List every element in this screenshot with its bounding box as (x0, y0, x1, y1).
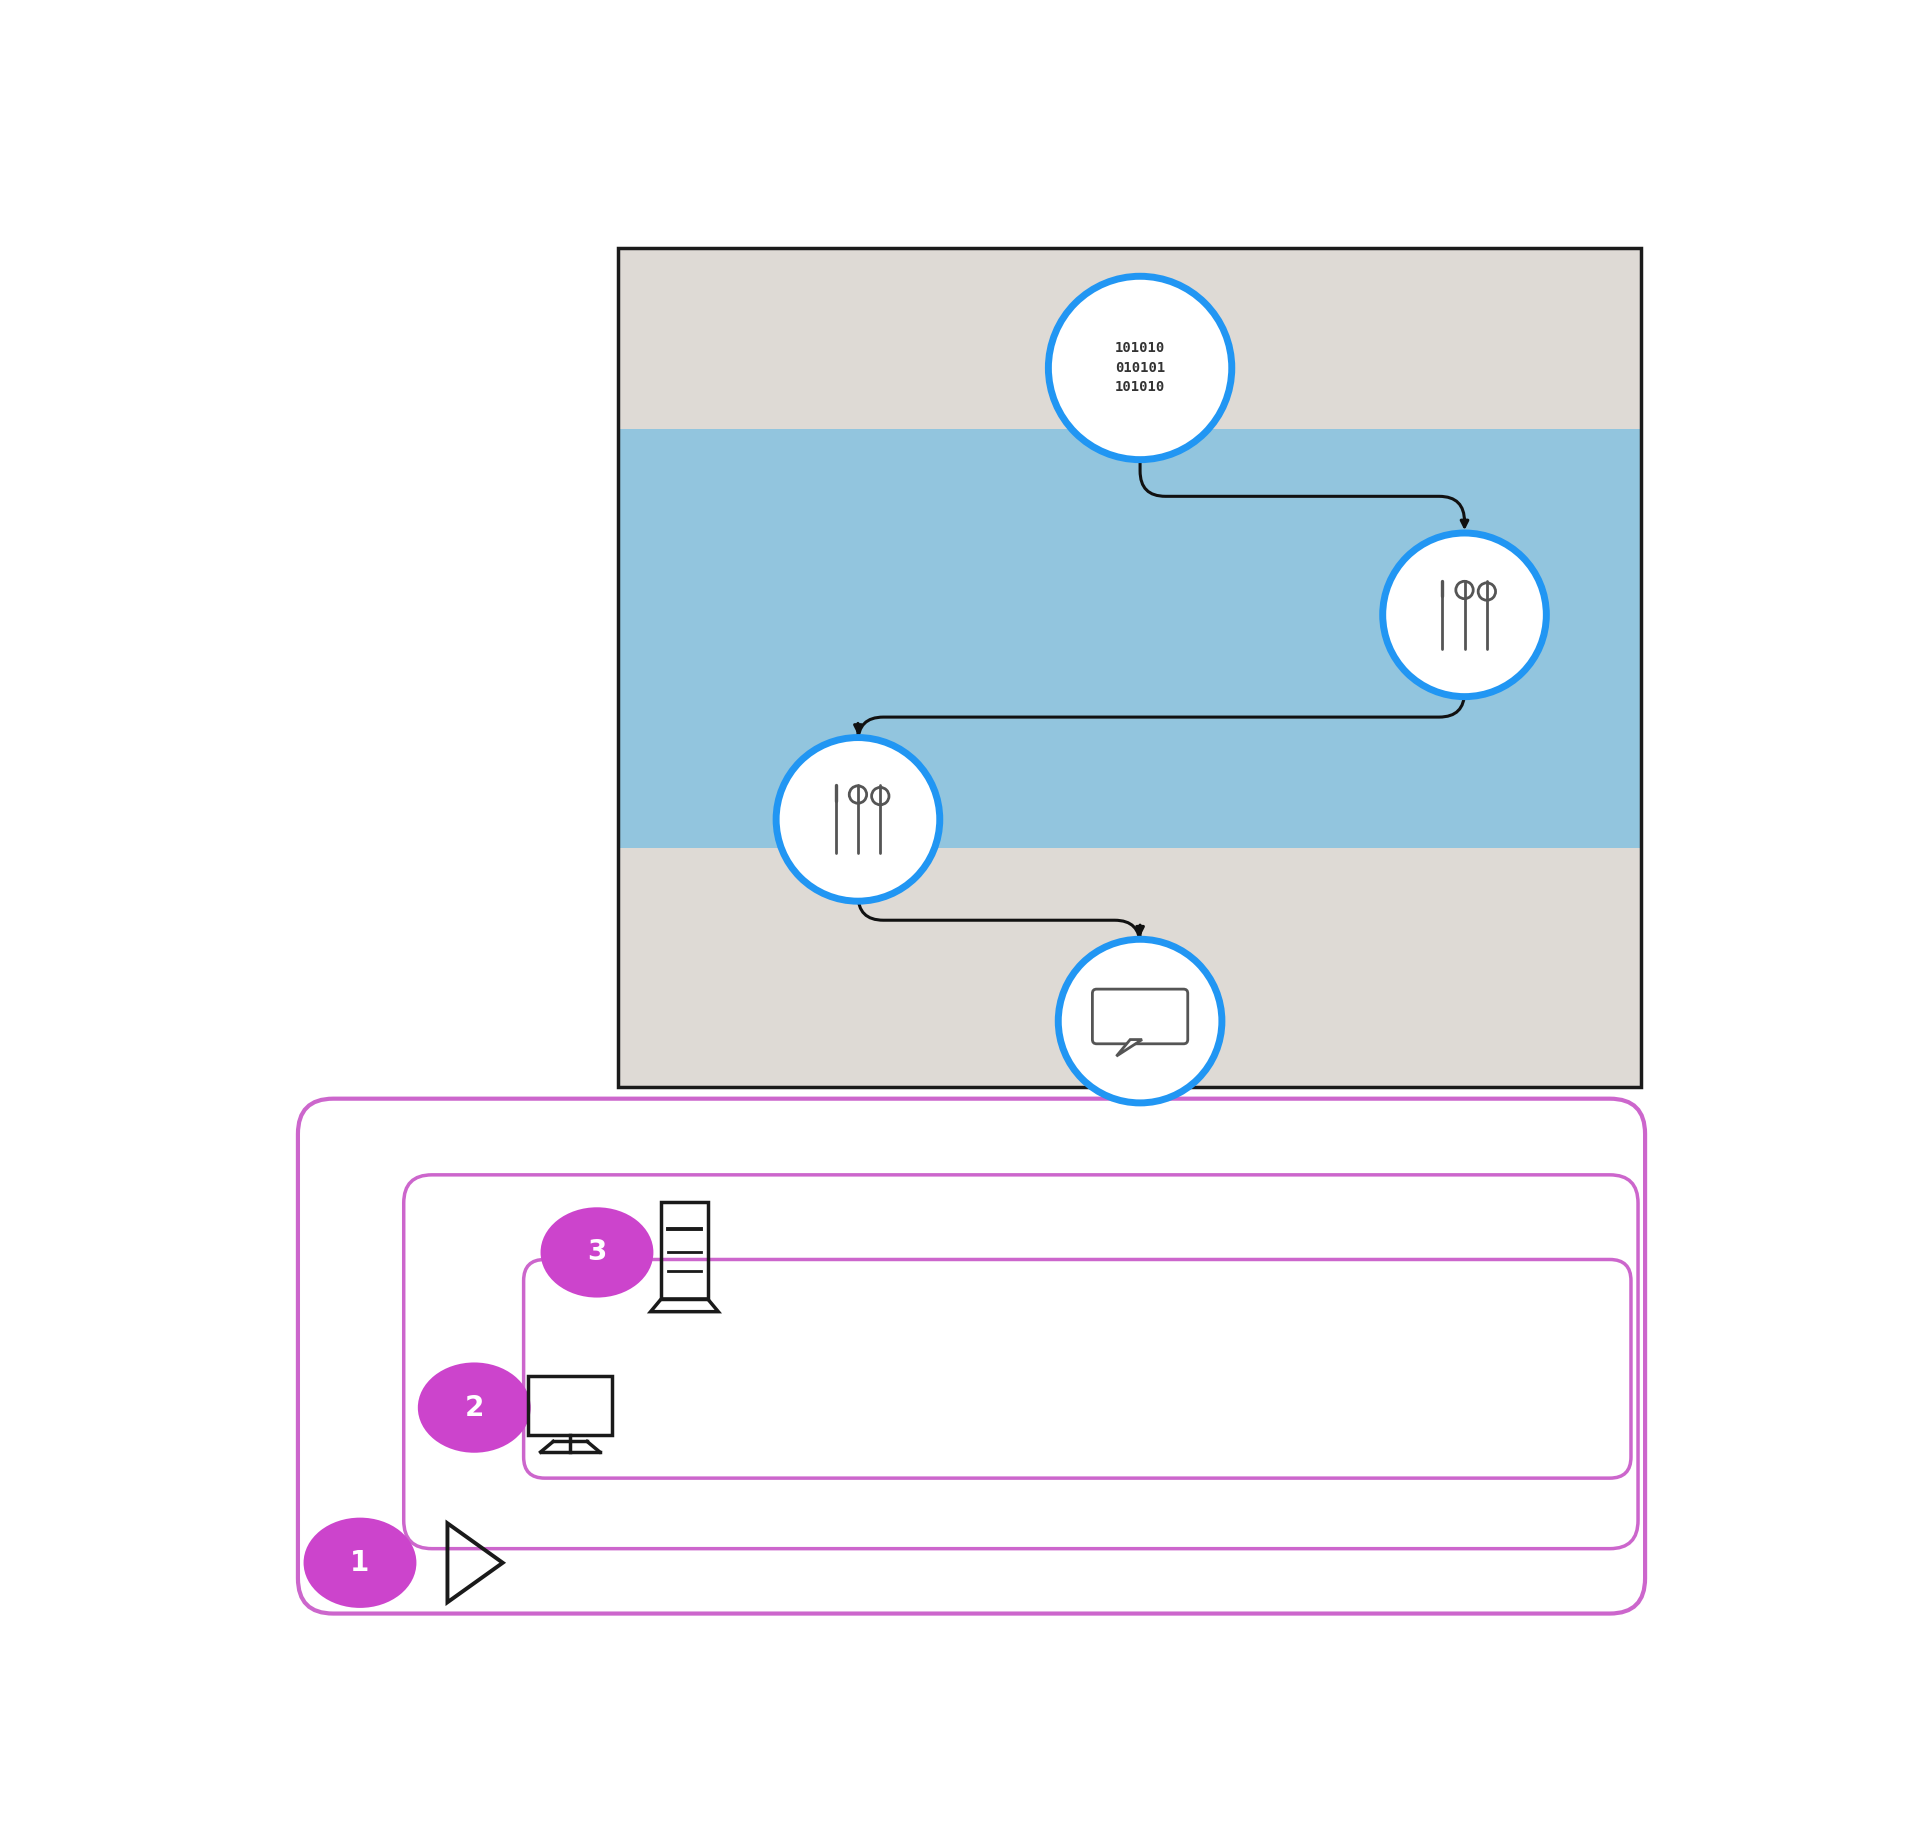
Text: 2: 2 (463, 1394, 484, 1422)
Circle shape (776, 738, 940, 901)
FancyBboxPatch shape (297, 1099, 1644, 1614)
FancyBboxPatch shape (523, 1259, 1630, 1478)
Bar (618, 247, 1640, 429)
Text: 101010
010101
101010: 101010 010101 101010 (1114, 341, 1165, 394)
Ellipse shape (540, 1207, 652, 1297)
FancyBboxPatch shape (404, 1174, 1638, 1548)
Polygon shape (1116, 1039, 1142, 1057)
Text: 1: 1 (351, 1548, 370, 1577)
Bar (618, 429, 1640, 848)
Circle shape (1047, 277, 1232, 460)
Circle shape (1058, 940, 1220, 1103)
Circle shape (1383, 533, 1545, 696)
Bar (618, 247, 1640, 1088)
Text: 3: 3 (587, 1238, 606, 1266)
Ellipse shape (418, 1363, 530, 1453)
Bar (618, 848, 1640, 1088)
Ellipse shape (303, 1517, 416, 1608)
